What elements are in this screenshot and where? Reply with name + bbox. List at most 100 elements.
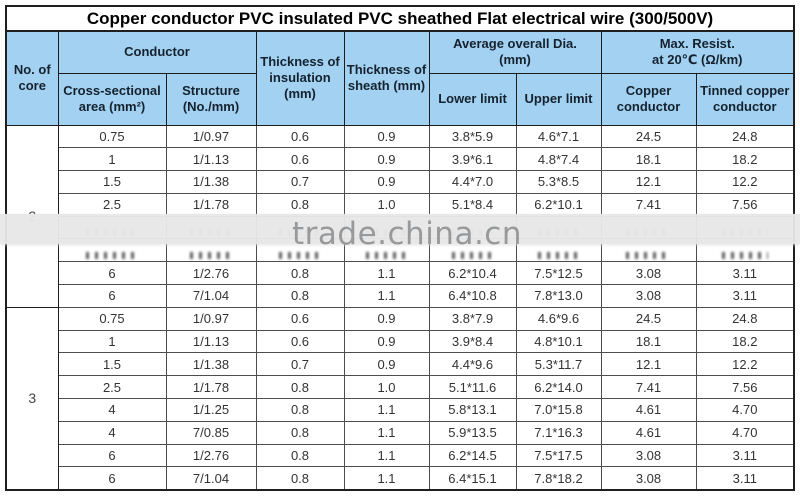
table-cell: 0.9	[343, 306, 430, 331]
obscured-cell	[255, 238, 345, 263]
table-cell: 7.0*15.8	[515, 398, 602, 422]
table-row: 1.5 1/1.38 0.7 0.9 4.4*7.0 5.3*8.5 12.1 …	[6, 170, 795, 194]
col-header-cross-sectional-area: Cross-sectional area (mm²)	[57, 72, 167, 126]
table-row: 2.5 1/1.78 0.8 1.0 5.1*8.4 6.2*10.1 7.41…	[6, 192, 795, 217]
table-cell: 0.7	[255, 352, 345, 377]
table-cell: 1/1.13	[165, 329, 257, 354]
table-cell: 0.8	[255, 261, 345, 286]
table-cell: 0.7	[255, 170, 345, 194]
table-cell: 0.6	[255, 306, 345, 331]
table-cell: 24.8	[695, 306, 795, 331]
spec-table-wrapper: Copper conductor PVC insulated PVC sheat…	[0, 5, 800, 491]
core-count-cell: 3	[5, 306, 59, 491]
table-cell: 12.1	[600, 170, 697, 194]
table-cell: 6	[57, 466, 167, 491]
table-cell: 12.2	[695, 352, 795, 377]
table-cell: 1/2.76	[165, 261, 257, 286]
table-cell: 7.5*12.5	[515, 261, 602, 286]
table-cell: 4.6*9.6	[515, 306, 602, 331]
col-header-conductor-group: Conductor	[57, 30, 257, 74]
table-cell: 12.1	[600, 352, 697, 377]
table-cell: 6	[57, 443, 167, 468]
table-cell: 4.70	[695, 398, 795, 422]
table-cell: 1	[57, 147, 167, 172]
table-cell: 7.8*18.2	[515, 466, 602, 491]
table-cell: 4.61	[600, 398, 697, 422]
table-cell: 4.4*7.0	[428, 170, 517, 194]
table-cell: 3.9*8.4	[428, 329, 517, 354]
table-cell: 7.5*17.5	[515, 443, 602, 468]
table-row: 4 7/0.85 0.8 1.1 5.9*13.5 7.1*16.3 4.61 …	[6, 420, 795, 445]
obscured-cell	[428, 238, 517, 263]
table-cell: 6.2*10.4	[428, 261, 517, 286]
table-cell: 0.9	[343, 147, 430, 172]
obscured-cell	[695, 238, 795, 263]
wire-spec-table: Copper conductor PVC insulated PVC sheat…	[5, 5, 796, 491]
table-cell: 6.4*15.1	[428, 466, 517, 491]
watermark-text: trade.china.cn	[292, 216, 522, 252]
table-cell: 1.1	[343, 443, 430, 468]
table-cell: 1/1.38	[165, 352, 257, 377]
table-cell: 7.56	[695, 375, 795, 400]
table-cell: 5.1*11.6	[428, 375, 517, 400]
table-cell: 1/1.13	[165, 147, 257, 172]
table-cell: 1/1.78	[165, 375, 257, 400]
table-cell: 4.61	[600, 420, 697, 445]
table-cell: 1/0.97	[165, 306, 257, 331]
table-cell: 0.9	[343, 352, 430, 377]
table-row: 1.5 1/1.38 0.7 0.9 4.4*9.6 5.3*11.7 12.1…	[6, 352, 795, 377]
table-cell: 3.08	[600, 443, 697, 468]
table-row: 2 0.75 1/0.97 0.6 0.9 3.8*5.9 4.6*7.1 24…	[5, 124, 795, 308]
table-row: 1 1/1.13 0.6 0.9 3.9*8.4 4.8*10.1 18.1 1…	[6, 329, 795, 354]
obscured-cell	[515, 238, 602, 263]
table-cell: 7/0.85	[165, 420, 257, 445]
table-cell: 7.41	[600, 375, 697, 400]
obscured-cell	[600, 238, 697, 263]
table-cell: 12.2	[695, 170, 795, 194]
table-cell: 4.4*9.6	[428, 352, 517, 377]
col-header-no-of-core: No. of core	[5, 30, 59, 126]
table-cell: 4	[57, 420, 167, 445]
table-cell: 0.8	[255, 375, 345, 400]
col-header-average-overall-dia: Average overall Dia. (mm)	[428, 30, 602, 74]
table-cell: 3.11	[695, 443, 795, 468]
table-cell: 6.2*10.1	[515, 192, 602, 217]
col-header-tinned-copper-conductor: Tinned copper conductor	[695, 72, 795, 126]
max-resist-line1: Max. Resist.	[659, 36, 735, 51]
table-cell: 1.0	[343, 192, 430, 217]
table-cell: 6	[57, 284, 167, 308]
table-cell: 7.56	[695, 192, 795, 217]
table-cell: 2.5	[57, 192, 167, 217]
table-cell: 7.1*16.3	[515, 420, 602, 445]
table-cell: 6.4*10.8	[428, 284, 517, 308]
table-cell: 2.5	[57, 375, 167, 400]
table-cell: 18.2	[695, 147, 795, 172]
table-cell: 0.75	[57, 306, 167, 331]
table-cell: 0.6	[255, 124, 345, 149]
table-cell: 1.1	[343, 261, 430, 286]
col-header-structure: Structure (No./mm)	[165, 72, 257, 126]
table-row: 6 1/2.76 0.8 1.1 6.2*10.4 7.5*12.5 3.08 …	[6, 261, 795, 286]
table-cell: 5.1*8.4	[428, 192, 517, 217]
table-cell: 6	[57, 261, 167, 286]
table-cell: 1/1.38	[165, 170, 257, 194]
table-cell: 0.6	[255, 329, 345, 354]
table-cell: 24.8	[695, 124, 795, 149]
table-cell: 5.3*11.7	[515, 352, 602, 377]
table-cell: 3.11	[695, 284, 795, 308]
table-cell: 3.11	[695, 261, 795, 286]
table-cell: 7.41	[600, 192, 697, 217]
table-row-obscured	[6, 238, 795, 263]
watermark-band: trade.china.cn	[0, 214, 800, 251]
table-cell: 1/1.25	[165, 398, 257, 422]
table-cell: 1	[57, 329, 167, 354]
table-cell: 3.11	[695, 466, 795, 491]
table-cell: 0.8	[255, 192, 345, 217]
table-cell: 0.8	[255, 420, 345, 445]
table-cell: 6.2*14.0	[515, 375, 602, 400]
col-header-thickness-sheath: Thickness of sheath (mm)	[343, 30, 430, 126]
table-cell: 4.70	[695, 420, 795, 445]
table-title: Copper conductor PVC insulated PVC sheat…	[5, 5, 795, 32]
header-sub-row: Cross-sectional area (mm²) Structure (No…	[6, 72, 795, 126]
table-cell: 3.9*6.1	[428, 147, 517, 172]
